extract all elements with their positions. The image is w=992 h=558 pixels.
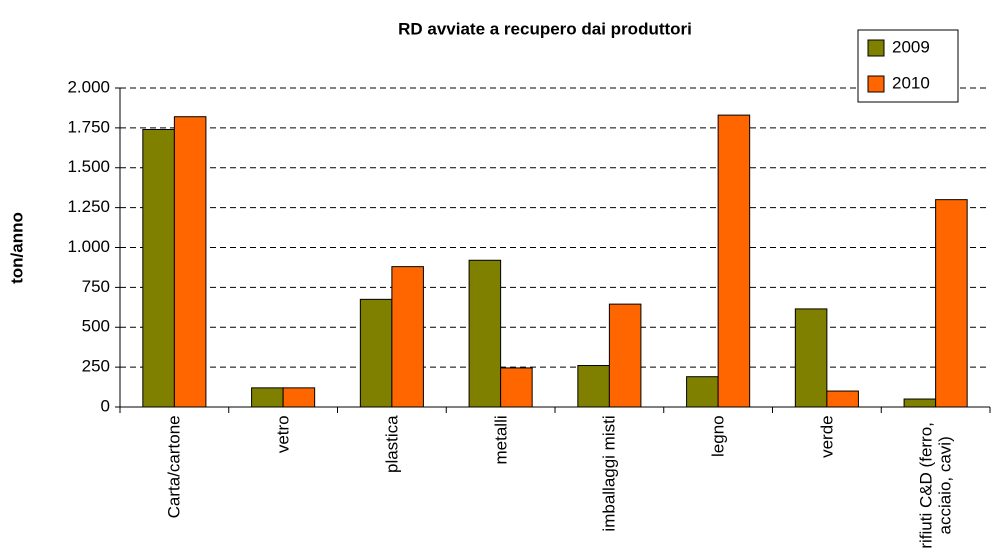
legend-swatch [867, 39, 885, 57]
bar [282, 387, 316, 408]
y-tick-label: 500 [82, 317, 110, 336]
bar [577, 365, 610, 408]
legend-swatch [867, 75, 885, 93]
x-tick-label: vetro [273, 415, 293, 453]
x-tick-label: imballaggi misti [599, 415, 619, 532]
bar [608, 303, 642, 408]
bar [935, 199, 968, 408]
x-tick-label: verde [817, 415, 837, 458]
x-tick-label: rifiuti C&D (ferro, acciaio, cavi) [916, 421, 955, 549]
x-tick-label: Carta/cartone [164, 415, 184, 518]
x-tick-label: plastica [382, 415, 402, 473]
bar [500, 367, 533, 408]
y-tick-label: 250 [82, 357, 110, 376]
bar [794, 308, 828, 408]
y-tick-label: 0 [101, 396, 110, 415]
y-tick-label: 1.250 [67, 197, 110, 216]
y-tick-label: 2.000 [67, 77, 110, 96]
bar [251, 387, 284, 408]
bar [359, 298, 393, 408]
bar [686, 376, 719, 408]
y-tick-label: 1.750 [67, 117, 110, 136]
y-tick-label: 1.000 [67, 237, 110, 256]
bar [717, 114, 751, 408]
legend-label: 2009 [892, 37, 930, 56]
legend-label: 2010 [892, 73, 930, 92]
bar [391, 266, 424, 408]
x-tick-label: metalli [491, 415, 511, 465]
y-tick-label: 1.500 [67, 157, 110, 176]
bar [468, 259, 502, 408]
bar [826, 390, 859, 408]
bar [903, 398, 937, 408]
chart-title: RD avviate a recupero dai produttori [398, 19, 692, 38]
bar [142, 128, 175, 408]
x-tick-label: legno [708, 415, 728, 457]
y-axis-title: ton/anno [7, 212, 26, 284]
bar [173, 116, 207, 408]
y-tick-label: 750 [82, 277, 110, 296]
